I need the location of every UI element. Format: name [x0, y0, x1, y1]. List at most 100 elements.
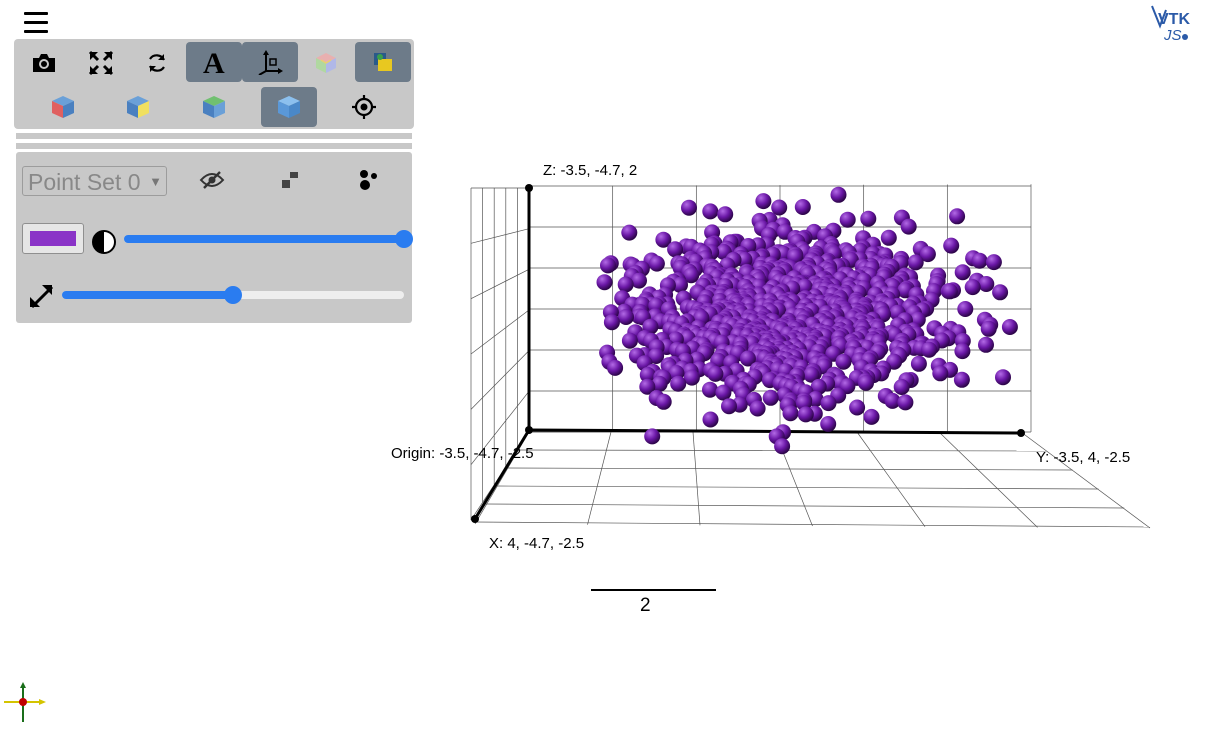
- point-sphere: [644, 428, 661, 445]
- point-sphere: [670, 375, 687, 392]
- point-sphere: [796, 278, 813, 295]
- point-sphere: [863, 408, 880, 425]
- grid-line: [470, 350, 530, 410]
- view-y-button[interactable]: [110, 87, 166, 127]
- fullscreen-button[interactable]: [73, 43, 129, 83]
- point-sphere: [681, 199, 697, 216]
- orientation-axes-widget[interactable]: [2, 680, 48, 724]
- annotations-toggle[interactable]: A: [186, 42, 242, 82]
- point-sphere: [617, 276, 634, 293]
- point-sphere: [707, 365, 724, 382]
- point-sphere: [603, 314, 620, 331]
- point-size-slider-thumb[interactable]: [224, 286, 242, 304]
- layers-icon: [374, 53, 392, 71]
- point-sphere: [607, 359, 624, 376]
- point-sphere: [893, 379, 910, 395]
- expand-icon: [88, 50, 114, 76]
- point-sphere: [900, 218, 917, 235]
- dataset-select[interactable]: Point Set 0 ▼: [22, 166, 167, 196]
- point-sphere: [596, 274, 613, 291]
- orientation-cube-toggle[interactable]: [298, 43, 354, 83]
- point-sphere: [810, 378, 827, 395]
- point-sphere: [992, 284, 1009, 301]
- opacity-slider[interactable]: [124, 230, 413, 248]
- point-sphere: [1001, 319, 1018, 335]
- point-size-slider[interactable]: [62, 286, 404, 304]
- point-sphere: [702, 411, 719, 428]
- view-3d-button[interactable]: [261, 87, 317, 127]
- reset-camera-button[interactable]: [129, 43, 185, 83]
- grid-line: [587, 431, 612, 525]
- point-sphere: [985, 254, 1002, 271]
- menu-button[interactable]: [24, 12, 48, 34]
- point-sphere: [932, 365, 949, 382]
- point-sphere: [749, 400, 766, 417]
- point-sphere: [957, 301, 974, 317]
- menu-icon-bar: [24, 30, 48, 33]
- axis-endpoint: [471, 515, 479, 523]
- point-sphere: [954, 343, 971, 360]
- camera-icon: [33, 54, 55, 72]
- point-sphere: [941, 283, 958, 300]
- point-sphere: [648, 255, 665, 272]
- point-sphere: [949, 208, 966, 225]
- background-toggle[interactable]: [355, 42, 411, 82]
- dataset-select-value: Point Set 0: [28, 169, 141, 195]
- point-sphere: [774, 438, 791, 455]
- axes-icon: [258, 50, 283, 75]
- axis-endpoint: [525, 426, 533, 434]
- point-size-slider-fill: [62, 291, 233, 299]
- point-sphere: [980, 320, 997, 337]
- point-sphere: [639, 378, 656, 395]
- grid-line: [474, 521, 1151, 528]
- point-sphere: [839, 211, 856, 228]
- point-sphere: [954, 264, 971, 281]
- axis-endpoint: [1017, 429, 1025, 437]
- visibility-toggle[interactable]: [196, 166, 228, 194]
- target-icon: [352, 95, 376, 119]
- point-sphere: [964, 279, 981, 296]
- point-sphere: [655, 393, 672, 410]
- axes-toggle[interactable]: [242, 42, 298, 82]
- opacity-slider-thumb[interactable]: [395, 230, 413, 248]
- cube-green-icon: [203, 96, 225, 118]
- point-sphere: [631, 272, 647, 289]
- screenshot-button[interactable]: [16, 43, 72, 83]
- text-A-icon: A: [203, 49, 225, 75]
- grid-line: [692, 431, 701, 526]
- cube-red-icon: [52, 96, 74, 118]
- representation-points-button[interactable]: [274, 166, 306, 194]
- view-x-button[interactable]: [35, 87, 91, 127]
- point-sphere: [667, 241, 684, 258]
- point-sphere: [884, 392, 901, 409]
- x-axis-line: [473, 429, 531, 520]
- grid-line: [470, 228, 530, 244]
- axis-endpoint: [525, 184, 533, 192]
- grid-line: [496, 485, 1099, 490]
- z-axis-label: Z: -3.5, -4.7, 2: [543, 162, 637, 179]
- point-sphere: [639, 366, 656, 383]
- point-sphere: [897, 394, 914, 411]
- logo-text-bottom: JS: [1163, 27, 1182, 44]
- point-sphere: [717, 206, 734, 223]
- point-sphere: [621, 332, 638, 349]
- view-z-button[interactable]: [186, 87, 242, 127]
- contrast-icon: [92, 230, 116, 254]
- grid-line: [938, 431, 1038, 528]
- x-axis-label: X: 4, -4.7, -2.5: [489, 535, 584, 552]
- point-sphere: [910, 355, 927, 372]
- color-picker[interactable]: [22, 223, 84, 254]
- point-sphere: [820, 395, 837, 412]
- point-sphere: [739, 350, 756, 367]
- y-axis-label: Y: -3.5, 4, -2.5: [1036, 449, 1130, 466]
- eye-slash-icon: [199, 171, 225, 189]
- point-sphere: [978, 276, 995, 292]
- chevron-down-icon: ▼: [149, 174, 162, 189]
- toolbar-separator: [16, 143, 412, 149]
- point-sphere: [702, 203, 719, 220]
- center-button[interactable]: [336, 87, 392, 127]
- grid-line: [485, 503, 1125, 509]
- representation-spheres-button[interactable]: [352, 164, 384, 194]
- point-sphere: [835, 353, 852, 370]
